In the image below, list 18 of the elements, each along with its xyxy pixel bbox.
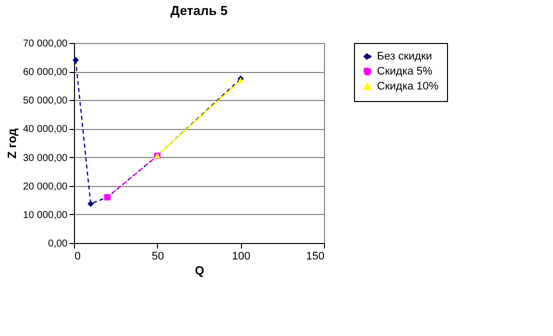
legend-label: Без скидки bbox=[377, 50, 432, 62]
y-tick-label: 60 000,00 bbox=[23, 67, 68, 78]
legend-label: Скидка 10% bbox=[377, 80, 439, 92]
y-tick-label: 10 000,00 bbox=[23, 210, 68, 221]
y-axis-title: Z год bbox=[5, 128, 20, 159]
y-tick-label: 50 000,00 bbox=[23, 96, 68, 107]
x-tick-label: 50 bbox=[152, 250, 164, 262]
y-tick-label: 20 000,00 bbox=[23, 181, 68, 192]
x-tick-label: 100 bbox=[232, 250, 250, 262]
legend-label: Скидка 5% bbox=[377, 66, 433, 78]
y-tick-label: 70 000,00 bbox=[23, 38, 68, 50]
y-tick-label: 40 000,00 bbox=[23, 124, 68, 136]
x-axis-title: Q bbox=[194, 264, 204, 278]
chart-title: Деталь 5 bbox=[170, 3, 228, 18]
y-tick-label: 30 000,00 bbox=[23, 152, 68, 164]
x-tick-label: 150 bbox=[306, 250, 324, 262]
y-tick-label: 0,00 bbox=[48, 238, 68, 250]
x-tick-label: 0 bbox=[74, 250, 81, 262]
